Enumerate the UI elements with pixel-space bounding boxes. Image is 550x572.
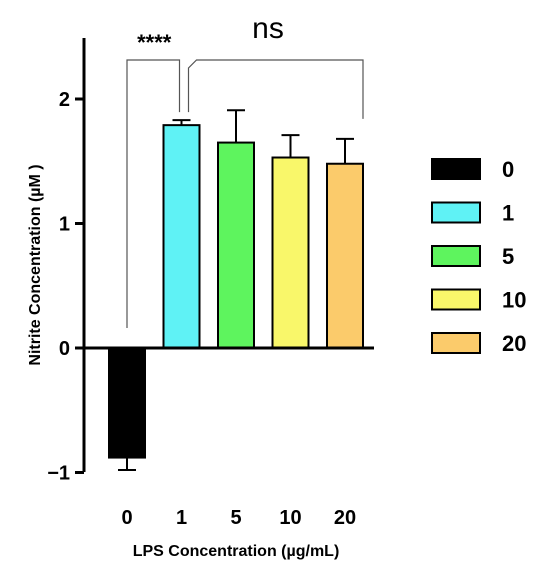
legend-swatch-10	[431, 288, 481, 311]
legend-label-20: 20	[502, 331, 526, 356]
legend-label-10: 10	[502, 288, 526, 313]
x-tick-label: 0	[121, 507, 132, 529]
y-tick-label: 2	[59, 89, 70, 111]
x-tick-label: 1	[176, 507, 187, 529]
y-tick-label: 1	[59, 214, 70, 236]
x-axis-title: LPS Concentration (µg/mL)	[133, 543, 340, 560]
y-tick-label: −1	[47, 463, 70, 485]
legend-label-1: 1	[502, 201, 514, 226]
bar-1	[162, 124, 201, 349]
significance-label-ns: ns	[252, 12, 284, 45]
x-tick-label: 20	[334, 507, 356, 529]
bar-20	[326, 162, 364, 349]
significance-bracket-ns	[187, 59, 364, 119]
y-axis-title: Nitrite Concentration (µM )	[27, 164, 44, 365]
legend-swatch-1	[431, 201, 481, 224]
legend-swatch-0	[431, 158, 481, 180]
bar-0	[108, 347, 146, 459]
legend-label-5: 5	[502, 244, 514, 269]
x-tick-label: 5	[230, 507, 241, 529]
legend: 0 1 5 10 20	[431, 157, 526, 356]
legend-label-0: 0	[502, 157, 514, 182]
bar-10	[271, 156, 310, 349]
significance-bracket-stars	[126, 59, 181, 328]
bar-5	[217, 141, 255, 349]
x-tick-label: 10	[279, 507, 301, 529]
significance-label-stars: ****	[137, 30, 172, 55]
legend-swatch-20	[431, 332, 481, 354]
legend-swatch-5	[431, 245, 481, 267]
y-tick-label: 0	[59, 338, 70, 360]
